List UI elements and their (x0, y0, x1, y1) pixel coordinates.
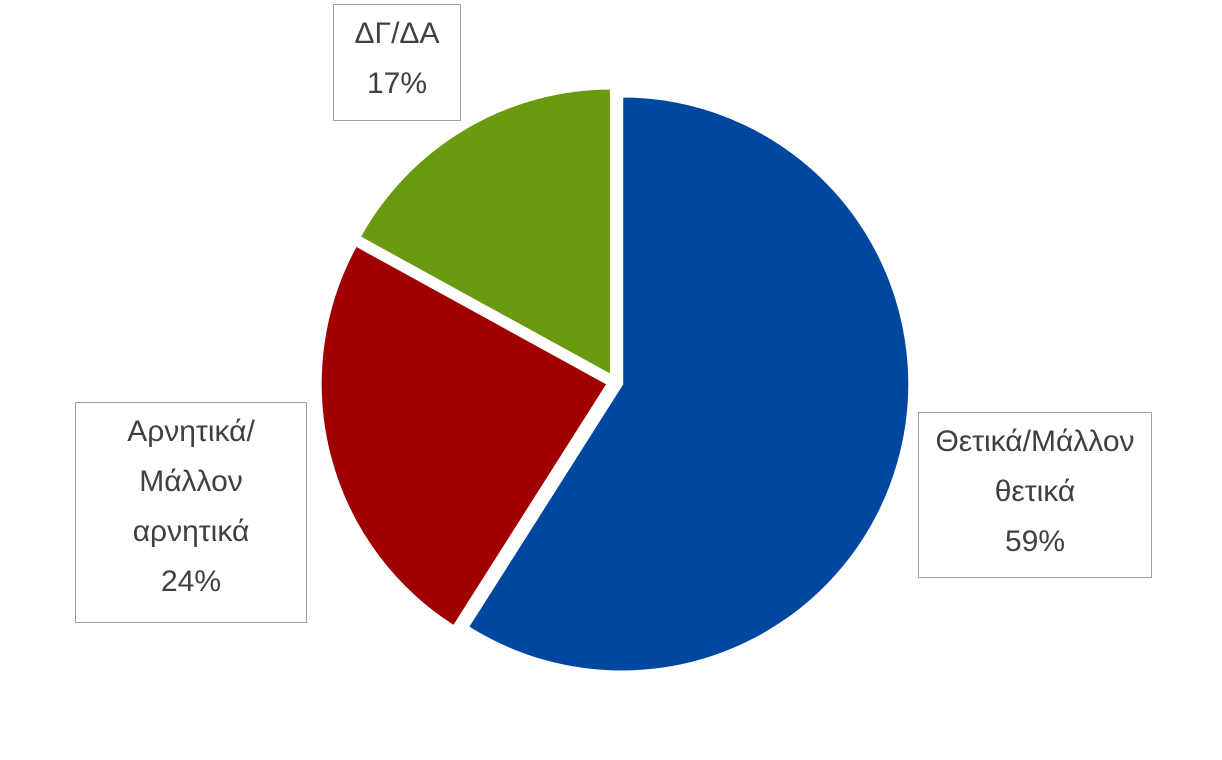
value-label: 59% (1004, 525, 1066, 558)
value-label: 24% (160, 565, 222, 598)
data-label: Θετικά/Μάλλον θετικά 59% (918, 412, 1152, 578)
category-label: Αρνητικά/Μάλλον αρνητικά (127, 415, 255, 548)
value-label: 17% (366, 67, 428, 100)
category-label: Θετικά/Μάλλον θετικά (935, 425, 1135, 508)
pie-slice (318, 242, 611, 629)
data-label: ΔΓ/ΔΑ 17% (333, 4, 461, 121)
pie-slice (357, 86, 613, 379)
category-label: ΔΓ/ΔΑ (354, 17, 440, 50)
pie-slice (465, 94, 912, 674)
data-label: Αρνητικά/Μάλλον αρνητικά 24% (75, 402, 307, 623)
